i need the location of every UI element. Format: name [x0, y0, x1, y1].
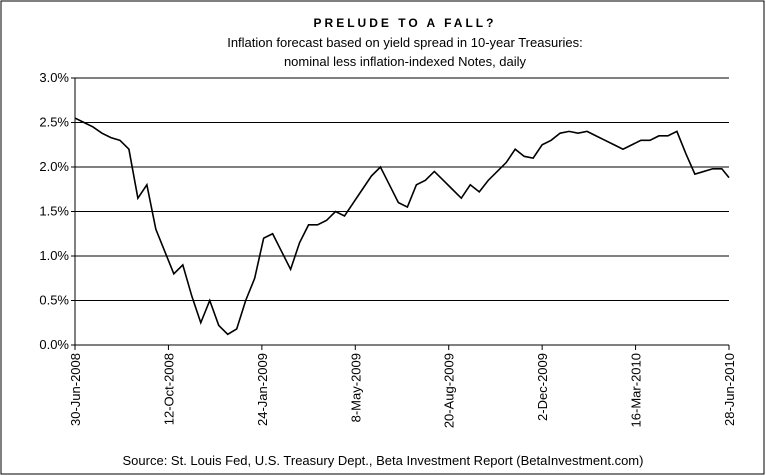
- y-tick-label: 3.0%: [39, 70, 69, 85]
- y-tick-label: 0.5%: [39, 293, 69, 308]
- chart-subtitle: Inflation forecast based on yield spread…: [227, 35, 583, 50]
- y-tick-label: 1.0%: [39, 248, 69, 263]
- chart-title: PRELUDE TO A FALL?: [314, 16, 497, 30]
- x-tick-label: 28-Jun-2010: [722, 353, 737, 426]
- source: Source: St. Louis Fed, U.S. Treasury Dep…: [123, 453, 644, 468]
- x-tick-label: 30-Jun-2008: [68, 353, 83, 426]
- x-tick-label: 8-May-2009: [348, 353, 363, 422]
- y-tick-label: 0.0%: [39, 337, 69, 352]
- x-tick-label: 12-Oct-2008: [161, 353, 176, 425]
- x-tick-label: 16-Mar-2010: [629, 353, 644, 427]
- y-tick-label: 2.5%: [39, 115, 69, 130]
- x-tick-label: 20-Aug-2009: [442, 353, 457, 428]
- x-tick-label: 24-Jan-2009: [255, 353, 270, 426]
- y-tick-label: 1.5%: [39, 204, 69, 219]
- chart-subtitle: nominal less inflation-indexed Notes, da…: [284, 54, 527, 69]
- line-series: [74, 117, 730, 336]
- y-tick-label: 2.0%: [39, 159, 69, 174]
- x-tick-label: 2-Dec-2009: [535, 353, 550, 421]
